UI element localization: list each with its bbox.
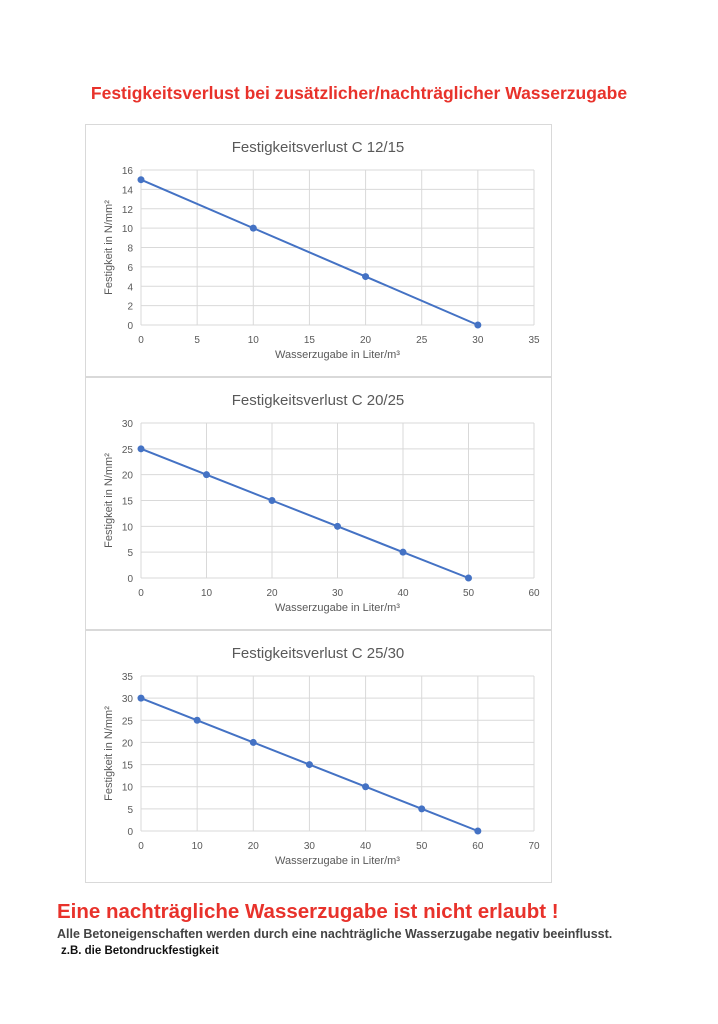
note-text: Alle Betoneigenschaften werden durch ein… (57, 927, 613, 941)
y-tick-label: 5 (127, 805, 133, 816)
y-tick-label: 20 (122, 738, 134, 749)
y-tick-label: 5 (127, 548, 133, 559)
y-tick-label: 35 (122, 672, 134, 683)
x-tick-label: 40 (397, 588, 409, 599)
y-tick-label: 30 (122, 694, 134, 705)
x-tick-label: 20 (360, 335, 372, 346)
y-tick-label: 10 (122, 783, 134, 794)
y-tick-label: 20 (122, 471, 134, 482)
example-text: z.B. die Betondruckfestigkeit (61, 945, 219, 957)
data-point (137, 176, 145, 184)
data-point (203, 471, 210, 479)
x-tick-label: 0 (138, 335, 144, 346)
chart-title: Festigkeitsverlust C 25/30 (232, 645, 405, 662)
x-tick-label: 25 (416, 335, 428, 346)
x-axis-label: Wasserzugabe in Liter/m³ (275, 855, 400, 867)
data-point (249, 224, 257, 232)
y-tick-label: 10 (122, 224, 134, 235)
data-point (474, 321, 482, 329)
warning-text: Eine nachträgliche Wasserzugabe ist nich… (57, 900, 559, 923)
data-point (305, 761, 313, 769)
x-tick-label: 20 (266, 588, 278, 599)
data-point (137, 445, 145, 453)
y-tick-label: 0 (127, 827, 133, 838)
data-point (193, 716, 201, 724)
y-tick-label: 15 (122, 497, 134, 508)
chart-title: Festigkeitsverlust C 20/25 (232, 392, 405, 409)
x-tick-label: 60 (472, 841, 484, 852)
y-tick-label: 10 (122, 522, 134, 533)
y-tick-label: 25 (122, 716, 134, 727)
x-tick-label: 30 (332, 588, 344, 599)
data-point (465, 574, 472, 582)
chart-panel-c12-15: Festigkeitsverlust C 12/15 0 2 4 6 8 10 12 14 16 0… (85, 124, 552, 377)
chart-panel-c25-30: Festigkeitsverlust C 25/30 0 5 10 15 20 25 30 35… (85, 630, 552, 883)
x-tick-label: 30 (472, 335, 484, 346)
y-axis-label: Festigkeit in N/mm² (103, 706, 115, 801)
x-tick-label: 50 (463, 588, 475, 599)
y-tick-label: 4 (127, 282, 133, 293)
x-tick-label: 35 (528, 335, 540, 346)
x-tick-label: 40 (360, 841, 372, 852)
data-point (334, 522, 341, 530)
y-tick-label: 0 (127, 321, 133, 332)
y-tick-label: 16 (122, 166, 134, 177)
page-title: Festigkeitsverlust bei zusätzlicher/nach… (90, 83, 628, 103)
x-tick-label: 30 (304, 841, 316, 852)
line-chart: Festigkeitsverlust C 20/25 0 5 10 15 20 25 30 0 1… (103, 392, 540, 614)
x-tick-label: 60 (528, 588, 540, 599)
series-line (140, 178, 479, 326)
y-tick-label: 2 (127, 302, 133, 313)
data-point (268, 497, 276, 504)
y-tick-label: 14 (122, 185, 134, 196)
x-tick-label: 20 (248, 841, 260, 852)
y-tick-label: 0 (127, 574, 133, 585)
y-axis-label: Festigkeit in N/mm² (103, 453, 115, 548)
line-chart: Festigkeitsverlust C 12/15 0 2 4 6 8 10 12 14 16 0… (103, 139, 540, 361)
x-tick-label: 50 (416, 841, 428, 852)
x-tick-label: 0 (138, 588, 144, 599)
chart-panel-c20-25: Festigkeitsverlust C 20/25 0 5 10 15 20 25 30 0 1… (85, 377, 552, 630)
data-point (362, 273, 370, 281)
data-point (249, 738, 257, 746)
x-axis-label: Wasserzugabe in Liter/m³ (275, 602, 400, 614)
x-tick-label: 15 (304, 335, 316, 346)
x-tick-label: 10 (192, 841, 204, 852)
line-chart: Festigkeitsverlust C 25/30 0 5 10 15 20 25 30 35… (103, 645, 540, 867)
y-tick-label: 15 (122, 761, 134, 772)
chart-title: Festigkeitsverlust C 12/15 (232, 139, 405, 156)
x-axis-label: Wasserzugabe in Liter/m³ (275, 349, 400, 361)
x-tick-label: 70 (528, 841, 540, 852)
y-axis-label: Festigkeit in N/mm² (103, 200, 115, 295)
x-tick-label: 10 (201, 588, 213, 599)
data-point (362, 783, 370, 791)
y-tick-label: 25 (122, 445, 134, 456)
data-point (474, 827, 482, 835)
data-point (137, 694, 145, 702)
x-tick-label: 0 (138, 841, 144, 852)
data-point (418, 805, 426, 813)
y-tick-label: 8 (127, 244, 133, 255)
y-tick-label: 6 (127, 263, 133, 274)
x-tick-label: 5 (194, 335, 200, 346)
y-tick-label: 30 (122, 419, 134, 430)
data-point (399, 548, 407, 556)
y-tick-label: 12 (122, 205, 134, 216)
series-line (140, 447, 469, 579)
x-tick-label: 10 (248, 335, 260, 346)
